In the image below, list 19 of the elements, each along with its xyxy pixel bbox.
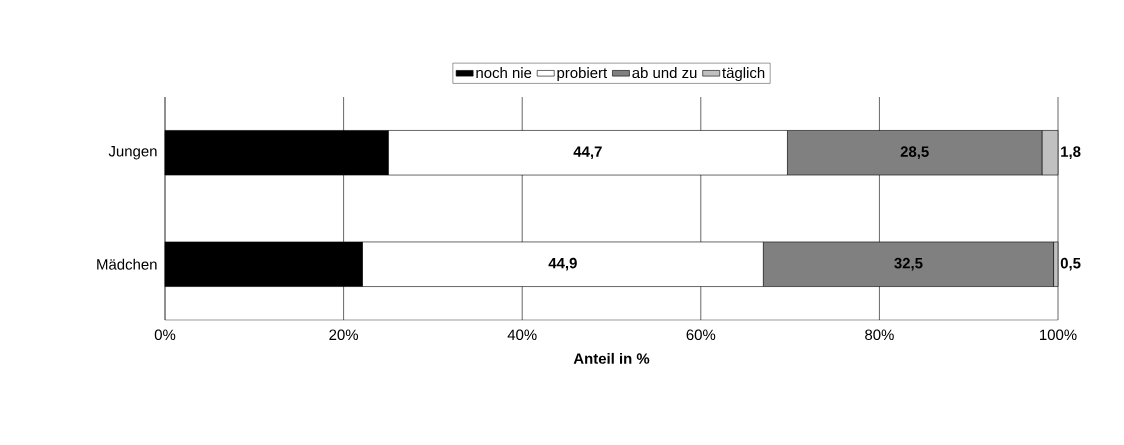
legend-label: probiert: [557, 67, 608, 82]
y-tick-label: Jungen: [108, 146, 157, 160]
x-axis-title: Anteil in %: [573, 352, 650, 364]
legend-label: ab und zu: [632, 67, 697, 79]
legend-label: täglich: [722, 67, 765, 82]
legend-label: noch nie: [476, 67, 532, 79]
data-label: 32,5: [894, 257, 923, 271]
x-tick-label: 20%: [329, 329, 359, 341]
data-label: 0,5: [1060, 257, 1081, 271]
x-tick-label: 40%: [507, 329, 537, 341]
x-tick-label: 0%: [154, 329, 176, 341]
data-label: 1,8: [1061, 146, 1081, 160]
x-tick-label: 80%: [865, 329, 894, 341]
x-tick-label: 100%: [1040, 329, 1077, 341]
x-tick-label: 60%: [686, 329, 716, 341]
data-label: 28,5: [900, 146, 929, 160]
data-label: 44,9: [548, 257, 577, 271]
y-tick-label: Mädchen: [97, 258, 157, 270]
data-label: 44,7: [573, 146, 602, 160]
